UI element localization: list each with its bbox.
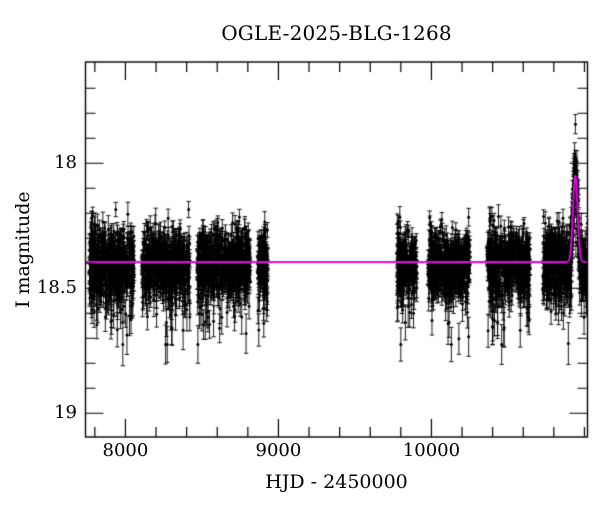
chart-title: OGLE-2025-BLG-1268 [221, 21, 452, 45]
y-tick-label: 18.5 [36, 277, 77, 299]
x-tick-label: 8000 [102, 440, 149, 461]
y-axis-label: I magnitude [12, 191, 34, 308]
y-tick-label: 18 [54, 152, 77, 174]
x-tick-label: 10000 [402, 440, 461, 461]
y-tick-label: 19 [54, 402, 77, 424]
x-tick-label: 9000 [255, 440, 302, 461]
x-axis-label: HJD - 2450000 [265, 471, 408, 493]
